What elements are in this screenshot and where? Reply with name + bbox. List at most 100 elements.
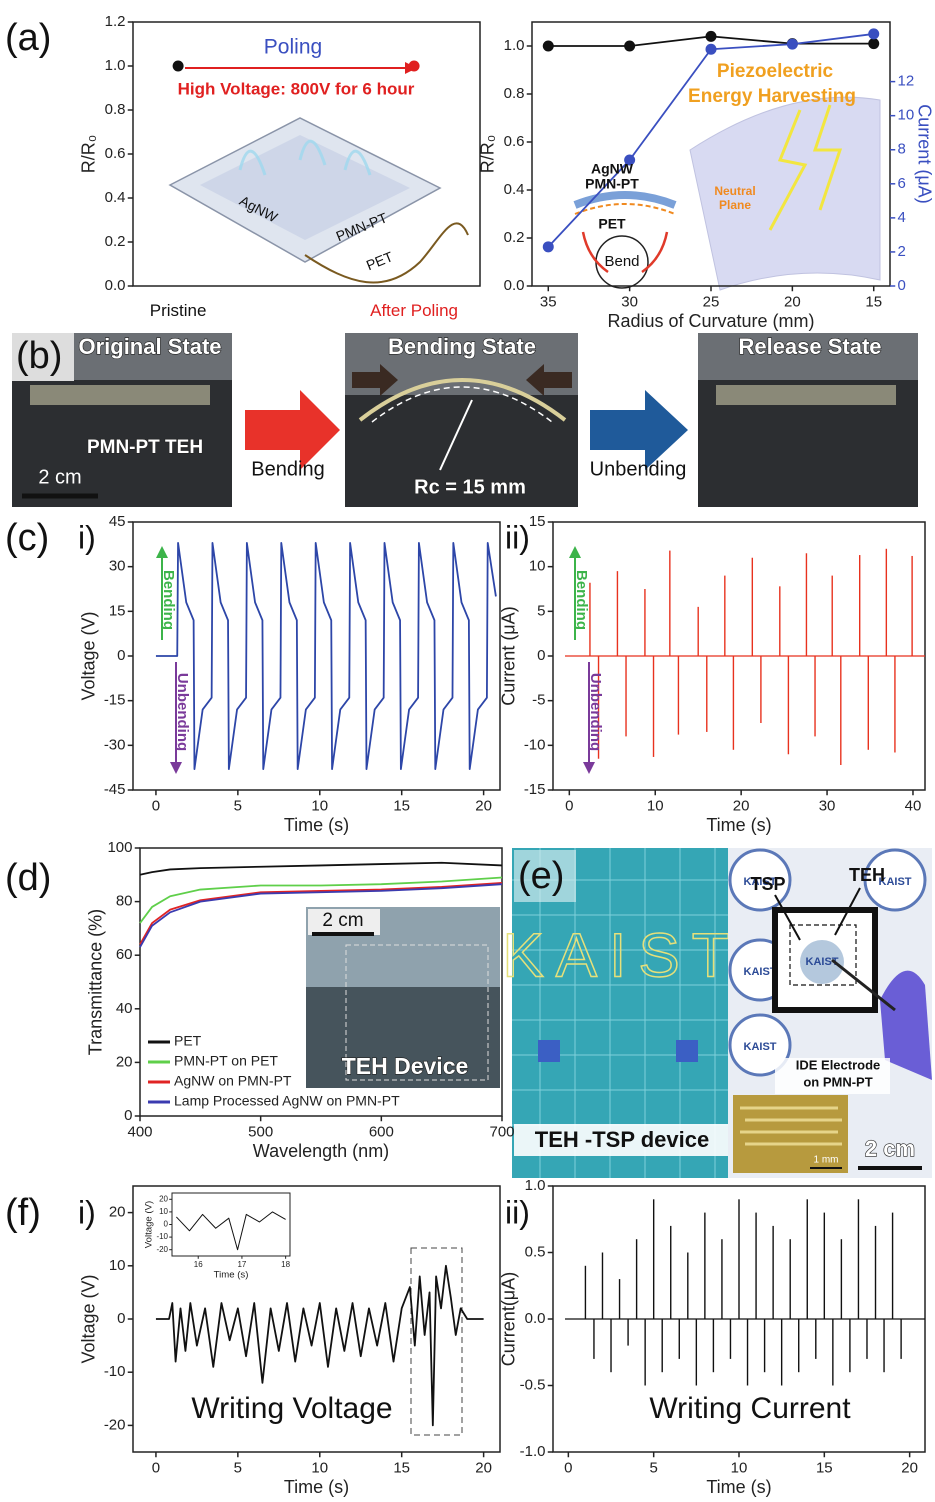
- y-tick-label: -20: [104, 1416, 126, 1433]
- y-tick-label: -1.0: [520, 1443, 546, 1460]
- layer-agnw: [573, 191, 677, 209]
- panel-label: (b): [16, 335, 62, 377]
- series-line: [155, 1264, 484, 1427]
- y-tick-label: 45: [109, 513, 126, 530]
- y-tick-label: 0: [164, 1220, 169, 1229]
- x-tick-label: 0: [152, 1459, 160, 1476]
- data-point: [624, 40, 636, 52]
- logo: [800, 940, 844, 984]
- annotation: Piezoelectric: [717, 61, 834, 82]
- y-tick-label: -5: [532, 692, 545, 709]
- arrow-label: Unbending: [590, 458, 687, 480]
- inset-device: [345, 944, 489, 1081]
- caption: TEH -TSP device: [535, 1127, 709, 1152]
- data-point: [868, 38, 880, 50]
- y2-tick-label: 2: [898, 243, 906, 260]
- x-axis-label: Radius of Curvature (mm): [607, 311, 814, 331]
- data-point: [172, 60, 184, 72]
- radius-label: Rc = 15 mm: [414, 476, 526, 498]
- inset-background: [140, 1187, 298, 1285]
- label-box: [308, 909, 380, 935]
- arrow: [590, 390, 688, 470]
- panel-label: (e): [518, 855, 564, 897]
- inset-title: on PMN-PT: [803, 1074, 872, 1089]
- x-tick-label: 0: [564, 1459, 572, 1476]
- y-tick-label: 0.0: [504, 277, 525, 294]
- arrow-head: [170, 762, 182, 774]
- pointer: [834, 887, 861, 936]
- annotation: Unbending: [587, 673, 604, 751]
- x-axis-label: Wavelength (nm): [253, 1141, 389, 1161]
- photo-panel-b: (b) Original State Bending State Release…: [12, 333, 918, 507]
- sticker: [676, 1040, 698, 1062]
- frame-title: Original State: [78, 334, 221, 359]
- logo-text: KAIST: [744, 876, 777, 888]
- x-axis-label: Time (s): [214, 1270, 249, 1281]
- y-tick-label: 0: [537, 647, 545, 664]
- y2-tick-label: 12: [898, 73, 915, 90]
- y-tick-label: 0: [124, 1107, 132, 1124]
- device-film: [30, 385, 210, 405]
- y-tick-label: 0.8: [504, 85, 525, 102]
- x-tick-label: 40: [905, 797, 922, 814]
- x-tick-label: 0: [565, 797, 573, 814]
- annotation: Unbending: [174, 673, 191, 751]
- y2-tick-label: 8: [898, 141, 906, 158]
- data-point: [408, 60, 420, 72]
- device-film: [716, 385, 896, 405]
- y-tick-label: 60: [116, 946, 133, 963]
- data-point: [624, 154, 636, 166]
- data-point: [542, 40, 554, 52]
- y-axis-label: R/R₀: [78, 135, 98, 173]
- bent-sheet: [689, 96, 881, 291]
- sub-panel-label: ii): [505, 519, 530, 555]
- annotation: PET: [598, 216, 626, 232]
- y-tick-label: 0.2: [504, 229, 525, 246]
- logo-text: KAIST: [806, 956, 839, 968]
- data-point: [705, 43, 717, 55]
- y-tick-label: 1.2: [105, 13, 126, 30]
- y-axis-label: Current (μA): [498, 606, 518, 705]
- annotation: Neutral: [714, 184, 755, 198]
- curvature-guide: [371, 386, 553, 423]
- x-tick-label: 700: [489, 1123, 514, 1140]
- x-tick-label: 20: [733, 797, 750, 814]
- x-tick-label: 30: [621, 293, 638, 310]
- x-tick-label: 25: [703, 293, 720, 310]
- y-tick-label: 10: [529, 558, 546, 575]
- annotation: Poling: [264, 36, 322, 59]
- y-tick-label: -15: [104, 692, 126, 709]
- callout: TEH: [849, 865, 885, 885]
- y-axis-label: Voltage (V): [143, 1201, 154, 1248]
- data-point: [786, 38, 798, 50]
- push-arrow: [352, 364, 398, 396]
- x-tick-label: 30: [819, 797, 836, 814]
- legend-label: AgNW on PMN-PT: [174, 1073, 292, 1089]
- y-tick-label: 20: [159, 1194, 168, 1203]
- electrode-fingers: [740, 1106, 842, 1146]
- device-electrode: [200, 135, 410, 240]
- data-point: [705, 30, 717, 42]
- device-label: PMN-PT TEH: [87, 437, 203, 458]
- annotation: Energy Harvesting: [688, 86, 856, 107]
- x-tick-label: 10: [731, 1459, 748, 1476]
- y-tick-label: 0.4: [504, 181, 525, 198]
- logo-text: KAIST: [879, 876, 912, 888]
- y-axis-label: Voltage (V): [78, 1274, 98, 1363]
- arrow-head: [569, 546, 581, 558]
- x-tick-label: 15: [816, 1459, 833, 1476]
- annotation: Bending: [573, 570, 590, 630]
- photo-panel-e: KAIST KAIST KAIST KAIST KAIST KAIST TSP …: [502, 848, 932, 1178]
- callout: TSP: [750, 874, 785, 894]
- x-tick-label: 17: [237, 1260, 246, 1269]
- y-tick-label: 80: [116, 893, 133, 910]
- x-tick-label: 15: [393, 1459, 410, 1476]
- x-tick-label: 20: [784, 293, 801, 310]
- y2-tick-label: 4: [898, 209, 906, 226]
- x-category-label: After Poling: [370, 301, 458, 320]
- x-tick-label: 400: [127, 1123, 152, 1140]
- label-box: [514, 1124, 728, 1156]
- y-tick-label: -20: [156, 1245, 168, 1254]
- series-line: [155, 541, 497, 771]
- bend-arrow: [581, 231, 609, 274]
